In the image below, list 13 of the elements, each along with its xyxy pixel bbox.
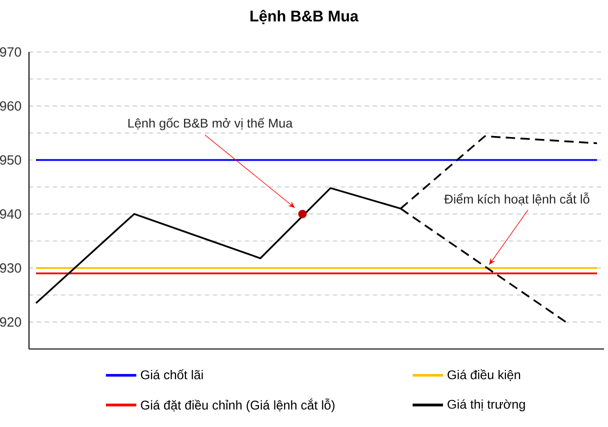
annotation: Điểm kích hoạt lệnh cắt lỗ (444, 192, 590, 206)
y-tick-label: 970 (0, 47, 22, 57)
y-tick-label: 950 (0, 155, 22, 165)
legend-label: Giá chốt lãi (140, 369, 203, 380)
y-tick-label: 960 (0, 101, 22, 111)
y-tick-label: 940 (0, 209, 22, 219)
legend-label: Giá điều kiện (448, 369, 520, 382)
y-tick-label: 930 (0, 263, 22, 273)
annotation: Lệnh gốc B&B mở vị thế Mua (128, 118, 293, 130)
legend-label: Giá đặt điều chỉnh (Giá lệnh cắt lỗ) (140, 398, 334, 412)
y-tick-label: 920 (0, 317, 22, 327)
chart-title: Lệnh B&B Mua (250, 10, 359, 24)
legend-label: Giá thị trường (448, 399, 525, 412)
